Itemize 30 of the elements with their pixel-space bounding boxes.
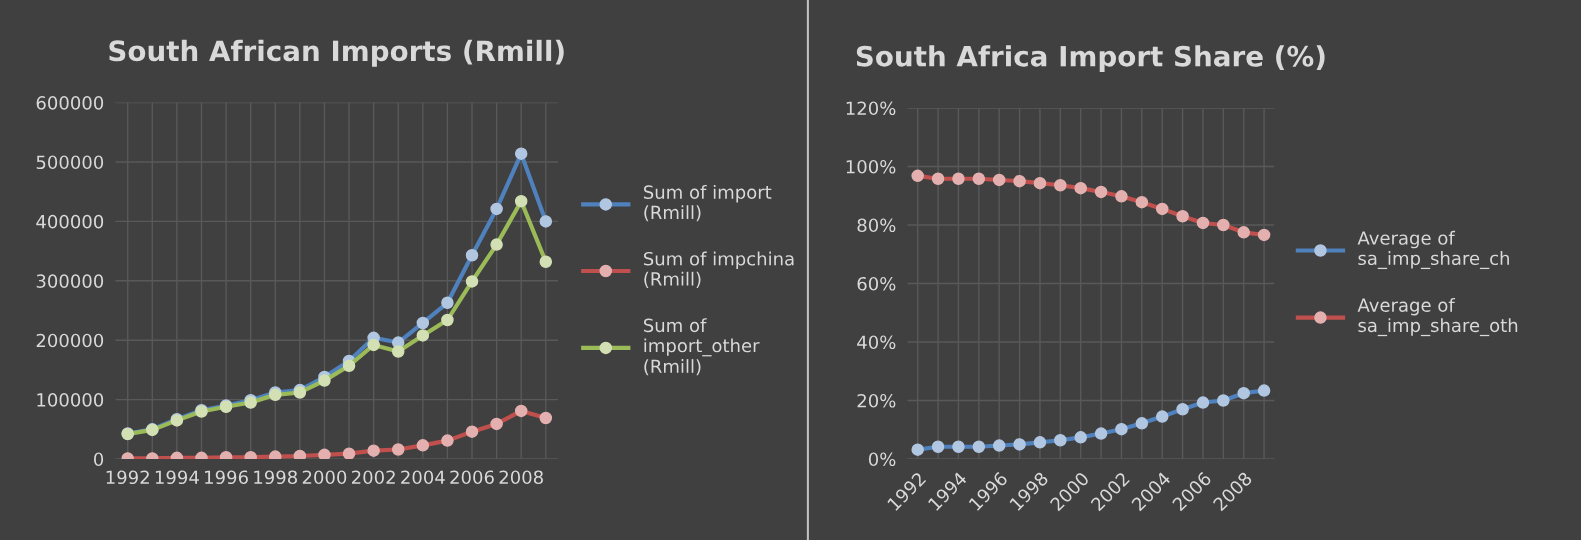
legend-label: Sum of impchina (Rmill): [643, 251, 794, 288]
y-tick-label: 100%: [846, 159, 896, 174]
y-tick-label: 120%: [846, 101, 896, 116]
y-tick-label: 100000: [37, 393, 104, 407]
y-tick-label: 600000: [36, 96, 104, 110]
x-tick-label: 2000: [302, 470, 347, 485]
x-tick-label: 2006: [450, 470, 494, 485]
chart-title: South Africa Import Share (%): [856, 45, 1325, 73]
y-tick-label: 200000: [36, 333, 104, 348]
y-tick-label: 80%: [857, 218, 896, 233]
y-tick-label: 60%: [857, 276, 896, 291]
x-tick-label: 2002: [351, 470, 395, 485]
legend-label: Sum of import_other (Rmill): [643, 318, 760, 376]
x-tick-label: 2008: [499, 470, 543, 485]
y-tick-label: 0: [94, 452, 104, 467]
x-tick-label: 1992: [106, 470, 149, 485]
chart-title: South African Imports (Rmill): [109, 39, 564, 67]
legend-label: Average of sa_imp_share_oth: [1357, 297, 1518, 337]
x-tick-label: 1994: [155, 470, 199, 485]
y-tick-label: 400000: [36, 214, 104, 229]
y-tick-label: 20%: [857, 393, 896, 408]
x-tick-label: 1998: [254, 470, 298, 485]
y-tick-label: 0%: [868, 452, 896, 467]
x-tick-label: 2004: [401, 470, 445, 485]
legend-label: Average of sa_imp_share_ch: [1357, 230, 1509, 270]
y-tick-label: 40%: [857, 335, 896, 350]
legend-label: Sum of import (Rmill): [643, 185, 772, 222]
y-tick-label: 500000: [36, 155, 104, 170]
y-tick-label: 300000: [36, 274, 104, 288]
x-tick-label: 1996: [205, 470, 248, 485]
